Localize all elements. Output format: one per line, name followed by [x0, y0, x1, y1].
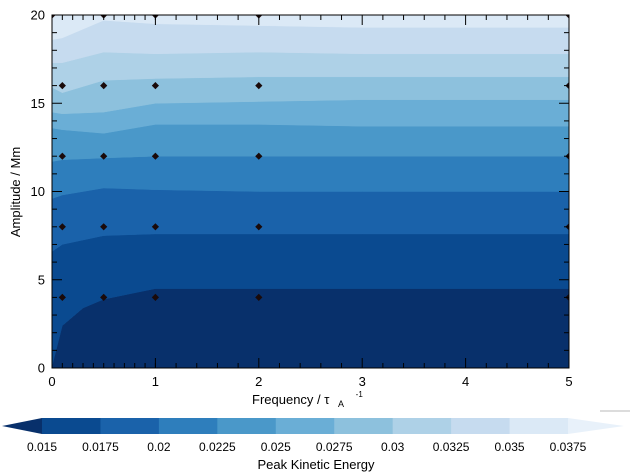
colorbar-min-extend: [2, 418, 42, 434]
sample-point: [58, 82, 66, 90]
colorbar-segment: [334, 418, 394, 434]
colorbar-tick-label: 0.0175: [82, 440, 119, 454]
colorbar-segment: [158, 418, 218, 434]
contour-band: [52, 288, 569, 368]
colorbar-segment: [509, 418, 569, 434]
y-tick-label: 20: [31, 8, 45, 23]
colorbar-segment: [392, 418, 452, 434]
axis-tick-labels: 0 1 2 3 4 5 0 5 10 15 20: [31, 8, 573, 390]
x-tick-label: 5: [565, 374, 572, 389]
x-axis-label-sup: -1: [356, 390, 364, 399]
colorbar-tick-label: 0.025: [261, 440, 291, 454]
sample-point: [151, 293, 159, 301]
colorbar-tick-label: 0.03: [381, 440, 405, 454]
x-axis-label: Frequency / τ A -1: [252, 390, 363, 410]
sample-point: [100, 82, 108, 90]
sample-point: [100, 223, 108, 231]
sample-point: [255, 152, 263, 160]
y-tick-label: 0: [38, 361, 45, 376]
colorbar-tick-label: 0.02: [147, 440, 171, 454]
colorbar-segment: [275, 418, 335, 434]
colorbar-label: Peak Kinetic Energy: [257, 457, 375, 472]
colorbar-tick-label: 0.0325: [433, 440, 470, 454]
y-tick-label: 5: [38, 272, 45, 287]
sample-point: [100, 293, 108, 301]
contour-band: [52, 124, 569, 162]
colorbar-segment: [42, 418, 101, 434]
colorbar-segment: [451, 418, 511, 434]
sample-point: [151, 223, 159, 231]
colorbar-segment: [217, 418, 277, 434]
x-axis-label-sub: A: [338, 399, 344, 409]
colorbar-tick-label: 0.0375: [550, 440, 587, 454]
sample-points: [52, 15, 569, 301]
x-tick-label: 0: [48, 374, 55, 389]
sample-point: [52, 15, 56, 19]
sample-point: [58, 293, 66, 301]
sample-point: [151, 152, 159, 160]
x-axis-label-main: Frequency / τ: [252, 392, 330, 407]
contour-band: [52, 15, 569, 40]
axis-ticks: [51, 14, 570, 369]
colorbar-tick-labels: 0.015 0.0175 0.02 0.0225 0.025 0.0275 0.03 0.03…: [27, 440, 587, 454]
y-tick-label: 10: [31, 184, 45, 199]
y-axis-label: Amplitude / Mm: [8, 147, 23, 237]
x-tick-label: 4: [462, 374, 469, 389]
colorbar-segment: [100, 418, 160, 434]
x-tick-label: 1: [152, 374, 159, 389]
sample-point: [255, 293, 263, 301]
colorbar-tick-label: 0.0225: [199, 440, 236, 454]
sample-point: [565, 15, 569, 19]
sample-point: [255, 223, 263, 231]
y-tick-label: 15: [31, 96, 45, 111]
sample-point: [58, 223, 66, 231]
colorbar-tick-label: 0.035: [495, 440, 525, 454]
colorbar-tick-label: 0.015: [27, 440, 57, 454]
colorbar-tick-label: 0.0275: [316, 440, 353, 454]
sample-point: [255, 82, 263, 90]
colorbar: [2, 410, 630, 434]
x-tick-label: 2: [255, 374, 262, 389]
colorbar-max-extend: [568, 418, 624, 434]
sample-point: [151, 82, 159, 90]
contour-bands: [52, 15, 569, 368]
sample-point: [58, 152, 66, 160]
sample-point: [100, 152, 108, 160]
x-tick-label: 3: [359, 374, 366, 389]
